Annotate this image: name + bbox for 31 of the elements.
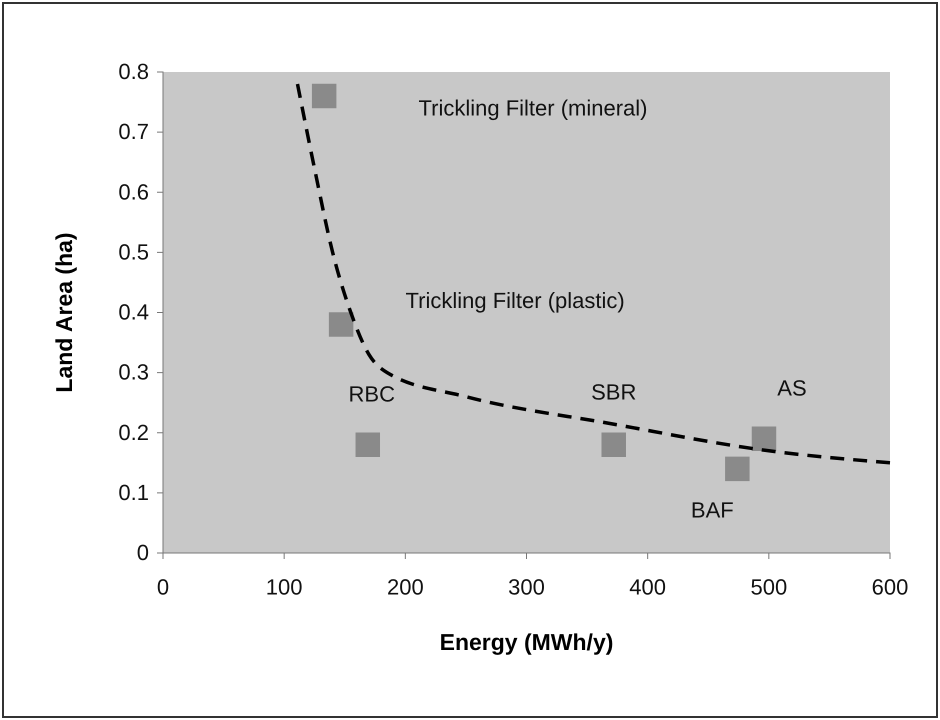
y-tick-label: 0.3	[118, 360, 149, 385]
y-axis-title: Land Area (ha)	[51, 232, 77, 393]
x-tick-label: 600	[872, 574, 908, 600]
y-tick-label: 0.8	[118, 59, 149, 84]
point	[725, 456, 750, 482]
annotation: Trickling Filter (plastic)	[406, 288, 625, 314]
y-tick-label: 0.6	[118, 179, 149, 204]
annotation: Trickling Filter (mineral)	[418, 96, 648, 120]
x-tick-label: 100	[266, 574, 303, 600]
x-axis-title: Energy (MWh/y)	[440, 629, 614, 655]
x-tick-label: 200	[386, 574, 424, 600]
annotation: AS	[777, 375, 807, 400]
y-tick-label: 0.1	[118, 480, 149, 505]
point	[601, 432, 626, 458]
annotation: BAF	[690, 497, 734, 522]
y-tick-label: 0	[136, 540, 149, 566]
point	[752, 426, 776, 452]
x-tick-label: 300	[508, 574, 545, 600]
point	[356, 432, 380, 458]
point	[312, 84, 336, 108]
y-tick-label: 0.5	[118, 239, 149, 264]
x-tick-label: 400	[629, 574, 666, 600]
y-tick-label: 0.4	[118, 300, 149, 325]
annotation: SBR	[591, 379, 636, 404]
x-tick-label: 500	[750, 574, 788, 600]
y-tick-label: 0.7	[118, 119, 149, 144]
annotation: RBC	[348, 381, 396, 406]
x-tick-label: 0	[156, 574, 170, 600]
point	[328, 312, 354, 337]
y-tick-label: 0.2	[118, 420, 149, 445]
line-series	[296, 82, 892, 465]
